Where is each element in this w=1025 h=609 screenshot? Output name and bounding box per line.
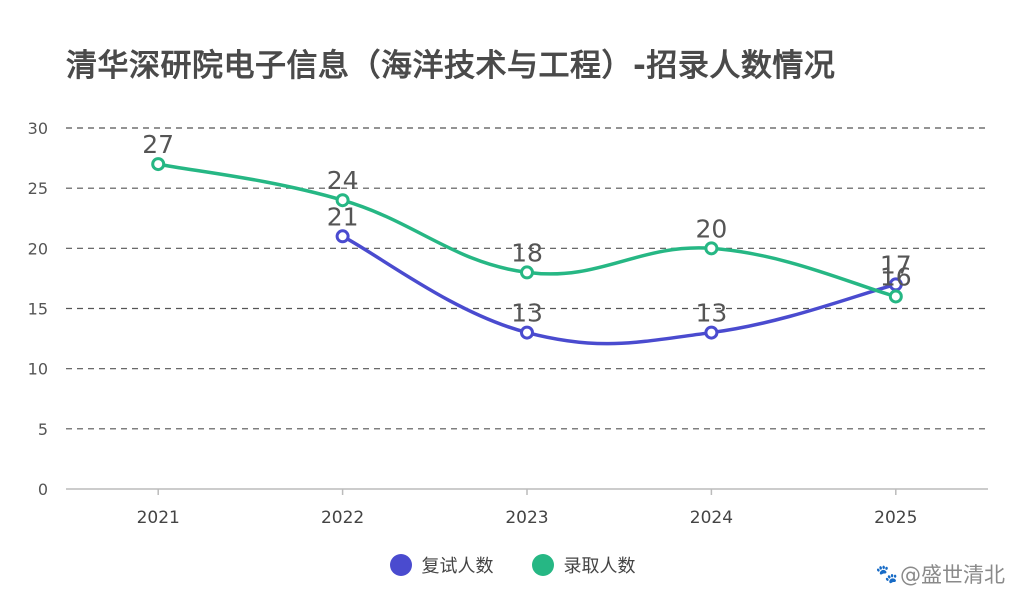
y-tick-label: 25 (28, 179, 48, 198)
y-tick-label: 30 (28, 119, 48, 138)
legend-label-series-0: 复试人数 (421, 556, 494, 577)
x-tick-label: 2022 (321, 508, 364, 528)
data-point-series-0 (704, 325, 719, 340)
watermark-text: @盛世清北 (900, 563, 1005, 587)
y-tick-label: 10 (28, 360, 48, 379)
legend-label-series-1: 录取人数 (563, 556, 636, 577)
legend-marker-series-1 (531, 554, 554, 576)
data-point-series-1 (888, 289, 903, 304)
x-tick-label: 2023 (505, 508, 548, 528)
legend-marker-series-0 (389, 554, 412, 576)
legend: 复试人数 录取人数 (0, 552, 1025, 578)
data-label-series-0: 13 (695, 299, 727, 328)
data-label-series-1: 24 (327, 166, 359, 195)
watermark: 🐾 @盛世清北 (876, 559, 1005, 589)
data-point-series-1 (151, 157, 166, 172)
data-point-series-0 (335, 229, 350, 244)
data-point-series-1 (520, 265, 534, 280)
data-point-series-0 (520, 325, 534, 340)
x-tick-label: 2025 (874, 508, 917, 528)
y-tick-label: 15 (28, 300, 48, 319)
paw-icon: 🐾 (875, 563, 898, 585)
x-tick-label: 2021 (137, 508, 180, 528)
chart-title: 清华深研院电子信息（海洋技术与工程）-招录人数情况 (66, 48, 836, 84)
series-line-0 (340, 234, 898, 346)
data-label-series-1: 18 (511, 238, 543, 267)
data-label-series-1: 16 (880, 262, 912, 291)
y-tick-label: 20 (28, 239, 48, 258)
y-tick-label: 5 (38, 420, 48, 439)
data-label-series-1: 20 (695, 214, 727, 243)
data-label-series-0: 13 (511, 299, 543, 328)
y-tick-label: 0 (38, 480, 48, 499)
data-point-series-1 (335, 193, 350, 208)
data-label-series-1: 27 (142, 130, 174, 159)
data-label-series-0: 17 (880, 250, 912, 279)
legend-item-series-0[interactable]: 复试人数 (389, 552, 494, 578)
data-point-series-1 (704, 241, 719, 256)
legend-item-series-1[interactable]: 录取人数 (531, 552, 636, 578)
x-tick-label: 2024 (690, 508, 733, 528)
